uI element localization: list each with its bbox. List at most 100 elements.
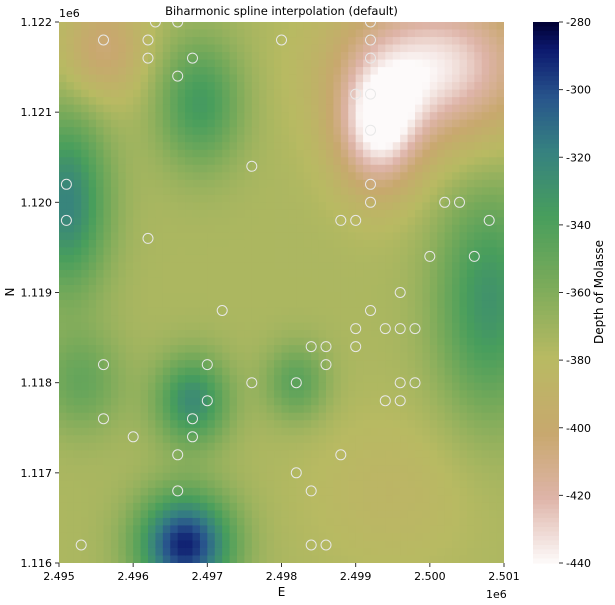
heatmap-cell: [199, 322, 208, 331]
heatmap-cell: [444, 142, 453, 151]
heatmap-cell: [466, 457, 475, 466]
heatmap-cell: [103, 322, 112, 331]
heatmap-cell: [155, 134, 164, 143]
heatmap-cell: [140, 277, 149, 286]
heatmap-cell: [415, 29, 424, 38]
heatmap-cell: [73, 269, 82, 279]
heatmap-cell: [348, 390, 357, 399]
heatmap-cell: [148, 44, 157, 53]
heatmap-cell: [170, 149, 179, 158]
colorbar-segment: [533, 67, 559, 73]
heatmap-cell: [459, 59, 468, 68]
heatmap-cell: [348, 352, 357, 361]
heatmap-cell: [363, 457, 372, 466]
heatmap-cell: [459, 22, 468, 31]
heatmap-cell: [244, 127, 253, 136]
heatmap-cell: [229, 360, 238, 369]
heatmap-cell: [177, 89, 186, 98]
heatmap-cell: [340, 142, 349, 151]
heatmap-cell: [110, 360, 119, 369]
heatmap-cell: [303, 480, 312, 489]
heatmap-cell: [326, 59, 335, 68]
heatmap-cell: [118, 59, 127, 68]
heatmap-cell: [303, 532, 312, 542]
heatmap-cell: [259, 427, 268, 436]
heatmap-cell: [237, 119, 246, 128]
heatmap-cell: [251, 44, 260, 53]
heatmap-cell: [66, 337, 75, 346]
heatmap-cell: [377, 352, 386, 361]
heatmap-cell: [118, 307, 127, 316]
heatmap-cell: [222, 322, 231, 331]
heatmap-cell: [274, 322, 283, 331]
heatmap-cell: [229, 262, 238, 271]
heatmap-cell: [251, 480, 260, 489]
heatmap-cell: [288, 540, 297, 549]
heatmap-cell: [340, 352, 349, 361]
heatmap-cell: [318, 232, 327, 241]
heatmap-cell: [162, 390, 171, 399]
heatmap-cell: [318, 37, 327, 46]
heatmap-cell: [415, 547, 424, 557]
heatmap-cell: [148, 82, 157, 91]
heatmap-cell: [288, 435, 297, 444]
heatmap-cell: [296, 495, 305, 504]
heatmap-cell: [370, 44, 379, 53]
heatmap-cell: [73, 427, 82, 436]
heatmap-cell: [177, 37, 186, 46]
heatmap-cell: [296, 134, 305, 143]
heatmap-cell: [400, 134, 409, 143]
heatmap-cell: [481, 157, 490, 166]
heatmap-cell: [66, 450, 75, 459]
heatmap-cell: [222, 194, 231, 203]
heatmap-cell: [452, 29, 461, 38]
heatmap-cell: [118, 74, 127, 83]
heatmap-cell: [422, 67, 431, 76]
heatmap-cell: [326, 232, 335, 241]
heatmap-cell: [177, 149, 186, 158]
heatmap-cell: [407, 104, 416, 113]
heatmap-cell: [363, 352, 372, 361]
heatmap-cell: [318, 164, 327, 173]
heatmap-cell: [415, 277, 424, 286]
heatmap-cell: [222, 22, 231, 31]
heatmap-cell: [162, 352, 171, 361]
heatmap-cell: [162, 74, 171, 83]
heatmap-cell: [392, 209, 401, 218]
heatmap-cell: [437, 532, 446, 542]
heatmap-cell: [170, 427, 179, 436]
heatmap-cell: [118, 239, 127, 249]
heatmap-cell: [400, 457, 409, 466]
heatmap-cell: [459, 119, 468, 128]
heatmap-cell: [66, 164, 75, 173]
heatmap-cell: [229, 480, 238, 489]
heatmap-cell: [385, 59, 394, 68]
heatmap-cell: [207, 262, 216, 271]
heatmap-cell: [266, 142, 275, 151]
heatmap-cell: [281, 442, 290, 451]
heatmap-cell: [199, 217, 208, 226]
heatmap-cell: [355, 202, 364, 211]
heatmap-cell: [88, 510, 97, 519]
heatmap-cell: [192, 352, 201, 361]
heatmap-cell: [266, 97, 275, 106]
heatmap-cell: [96, 277, 105, 286]
heatmap-cell: [496, 555, 504, 563]
heatmap-cell: [103, 97, 112, 106]
heatmap-cell: [481, 202, 490, 211]
heatmap-cell: [370, 134, 379, 143]
heatmap-cell: [266, 44, 275, 53]
heatmap-cell: [400, 127, 409, 136]
heatmap-cell: [489, 217, 498, 226]
heatmap-cell: [259, 472, 268, 481]
heatmap-cell: [185, 59, 194, 68]
heatmap-cell: [148, 89, 157, 98]
heatmap-cell: [96, 495, 105, 504]
heatmap-cell: [88, 239, 97, 249]
heatmap-cell: [81, 495, 90, 504]
heatmap-cell: [199, 134, 208, 143]
heatmap-cell: [244, 435, 253, 444]
heatmap-cell: [81, 532, 90, 542]
heatmap-cell: [148, 194, 157, 203]
heatmap-cell: [266, 382, 275, 391]
